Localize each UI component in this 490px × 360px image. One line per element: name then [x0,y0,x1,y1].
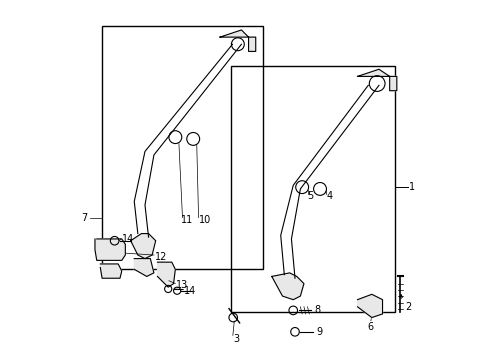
Polygon shape [358,294,383,318]
Text: 10: 10 [198,215,211,225]
Polygon shape [131,234,156,258]
Text: 3: 3 [234,334,240,344]
Text: 7: 7 [81,212,88,222]
Bar [102,26,263,269]
Polygon shape [100,264,122,278]
Text: 14: 14 [122,234,134,244]
Polygon shape [157,262,175,287]
Text: 8: 8 [315,305,321,315]
Text: 6: 6 [368,322,373,332]
Polygon shape [95,239,125,260]
Text: 4: 4 [326,191,333,201]
Text: 1: 1 [409,182,415,192]
Polygon shape [134,258,154,276]
Text: 12: 12 [155,252,168,262]
Polygon shape [358,69,397,91]
Polygon shape [272,273,304,300]
Text: 9: 9 [317,327,322,337]
Polygon shape [220,30,256,51]
Text: 5: 5 [307,191,314,201]
Bar [231,66,395,312]
Text: 11: 11 [181,215,193,225]
Text: 14: 14 [184,286,196,296]
Text: 13: 13 [176,280,189,291]
Text: 2: 2 [405,302,411,312]
